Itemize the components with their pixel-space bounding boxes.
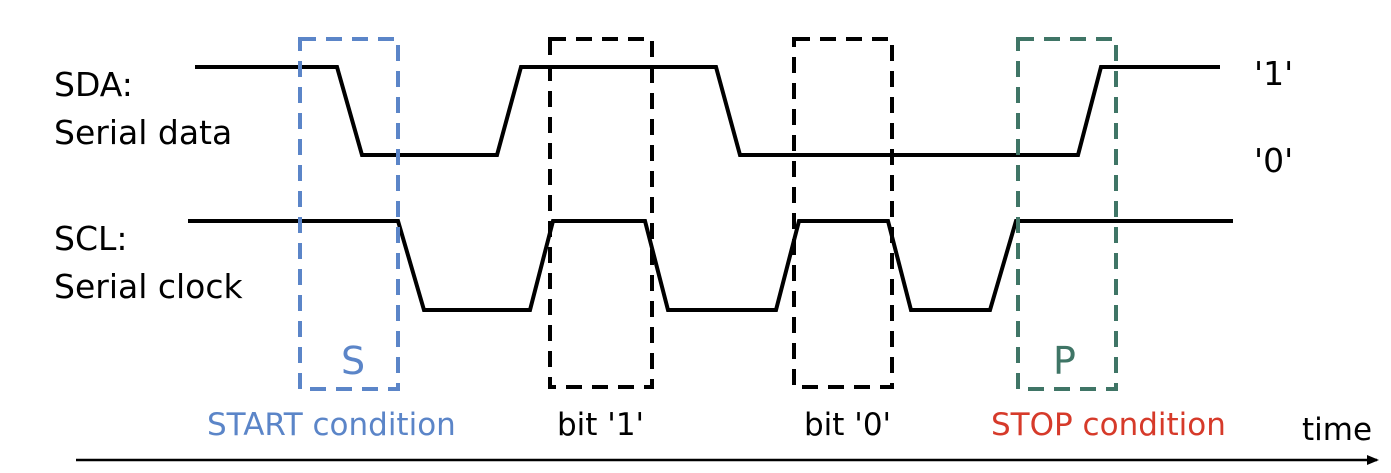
stop-letter: P [1053,339,1076,383]
start-letter: S [341,339,365,383]
sda-desc-label: Serial data [54,113,232,152]
scl-name-label: SCL: [54,219,128,258]
start-condition-box [298,37,400,391]
scl-waveform [188,219,1233,312]
start-condition-caption: START condition [207,407,456,443]
level-low-label: '0' [1254,141,1293,180]
stop-condition-caption: STOP condition [991,407,1226,443]
bit-zero-box [792,37,894,389]
bit-one-box [548,37,654,389]
sda-name-label: SDA: [54,65,133,104]
level-high-label: '1' [1254,54,1293,93]
scl-desc-label: Serial clock [54,267,244,306]
bit-one-caption: bit '1' [557,407,644,443]
bit-zero-caption: bit '0' [804,407,891,443]
sda-waveform [195,65,1220,157]
stop-condition-box [1016,37,1118,391]
time-axis-label: time [1302,412,1372,448]
